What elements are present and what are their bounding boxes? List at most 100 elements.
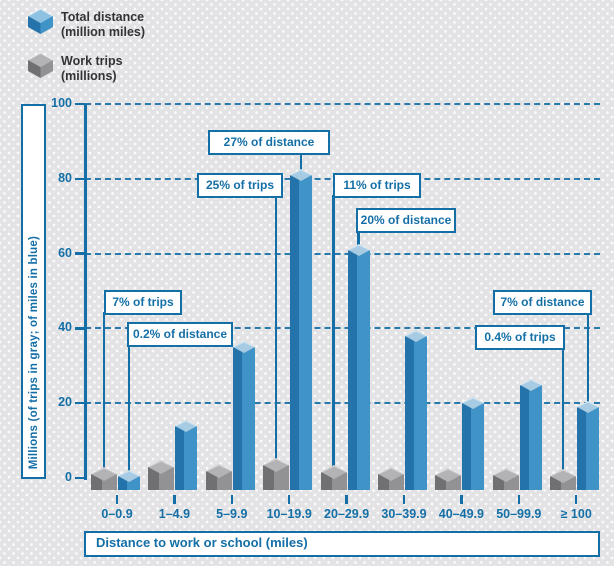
y-axis-tick (75, 401, 85, 405)
legend-item-total-distance: Total distance (million miles) (27, 8, 145, 40)
callout-connector (274, 195, 278, 465)
bar-work-trips-4 (320, 465, 347, 490)
bar-faces (405, 335, 427, 490)
x-axis-tick (230, 495, 234, 504)
bar-work-trips-7 (492, 468, 519, 490)
bar-cap (175, 419, 198, 432)
bar-cap (290, 169, 313, 182)
x-category-label: 50–99.9 (496, 507, 542, 521)
bar-total-distance-7 (519, 378, 542, 490)
bar-faces (519, 384, 542, 490)
y-tick-label: 100 (51, 96, 72, 110)
y-axis-tick (75, 252, 85, 255)
callout-connector (299, 152, 303, 176)
legend-label-work-trips: Work trips (millions) (61, 52, 123, 84)
callout-connector (561, 347, 565, 477)
y-gridline-100 (85, 103, 600, 105)
x-category-label: 20–29.9 (324, 507, 370, 521)
bar-cap (118, 469, 140, 482)
x-axis-tick (173, 495, 176, 504)
y-tick-label: 80 (58, 170, 72, 185)
callout-connector (332, 195, 335, 473)
callout-0-2-of-distance: 0.2% of distance (127, 322, 233, 347)
x-axis-title: Distance to work or school (miles) (96, 535, 308, 550)
x-axis-tick (287, 495, 291, 504)
bar-total-distance-4 (347, 243, 370, 490)
bar-faces (290, 175, 313, 490)
bar-work-trips-6 (435, 468, 462, 490)
y-axis-tick (75, 177, 85, 181)
bar-cap (205, 463, 232, 478)
bar-faces (462, 403, 485, 490)
bar-work-trips-3 (263, 457, 290, 490)
bar-work-trips-5 (378, 467, 404, 490)
bar-faces (492, 475, 519, 490)
bar-cap (405, 329, 427, 342)
bar-cap (263, 457, 290, 472)
y-tick-label: 0 (65, 470, 72, 484)
bar-faces (347, 249, 370, 490)
y-axis-tick (75, 102, 85, 106)
callout-connector (127, 344, 131, 476)
x-axis-title-box: Distance to work or school (miles) (84, 531, 600, 557)
total-distance-cube-icon (27, 8, 54, 34)
bar-faces (232, 347, 255, 490)
bar-cap (462, 397, 485, 410)
bar-work-trips-8 (550, 469, 577, 490)
bar-work-trips-0 (91, 467, 117, 490)
callout-20-of-distance: 20% of distance (356, 208, 456, 233)
callout-0-4-of-trips: 0.4% of trips (475, 325, 565, 350)
y-axis-tick (75, 327, 85, 330)
bar-cap (550, 469, 577, 484)
bar-faces (320, 472, 347, 490)
x-category-label: 40–49.9 (438, 507, 484, 521)
y-axis-title-box: Millions (of trips in gray; of miles in … (21, 104, 46, 479)
x-category-label: 0–0.9 (101, 507, 133, 521)
bar-cap (492, 468, 519, 482)
bar-cap (577, 400, 600, 413)
callout-connector (586, 312, 590, 407)
callout-27-of-distance: 27% of distance (208, 130, 330, 155)
bar-faces (91, 474, 117, 490)
x-category-label: 5–9.9 (216, 507, 248, 521)
legend-label-line: Total distance (61, 10, 145, 24)
callout-7-of-distance: 7% of distance (493, 290, 592, 315)
legend-item-work-trips: Work trips (millions) (27, 52, 145, 84)
bar-cap (519, 378, 542, 391)
legend: Total distance (million miles) Work trip… (27, 8, 145, 96)
x-axis-tick (345, 495, 348, 504)
x-axis-tick (460, 495, 463, 504)
x-axis-tick (115, 495, 119, 504)
bar-total-distance-0 (118, 469, 140, 490)
bar-total-distance-8 (577, 400, 600, 490)
x-category-label: ≥ 100 (560, 507, 592, 521)
bar-cap (435, 468, 462, 482)
bar-faces (148, 466, 175, 490)
bar-cap (347, 243, 370, 256)
bar-faces (205, 470, 232, 490)
callout-connector (357, 230, 360, 250)
legend-label-line: Work trips (61, 54, 123, 68)
bar-work-trips-1 (148, 459, 175, 490)
bar-total-distance-3 (290, 169, 313, 490)
y-tick-label: 20 (58, 395, 72, 410)
bar-total-distance-6 (462, 397, 485, 490)
bar-cap (91, 467, 117, 482)
x-category-label: 30–39.9 (381, 507, 427, 521)
bar-work-trips-2 (205, 463, 232, 490)
bar-faces (435, 475, 462, 490)
x-axis-tick (402, 495, 406, 504)
bar-total-distance-5 (405, 329, 427, 490)
callout-25-of-trips: 25% of trips (197, 173, 283, 198)
y-gridline-20 (85, 402, 600, 405)
y-gridline-40 (85, 327, 600, 330)
y-axis-tick (75, 476, 85, 480)
callout-connector (102, 312, 106, 475)
x-axis-tick (517, 495, 521, 504)
x-category-label: 1–4.9 (158, 507, 191, 521)
bar-faces (378, 474, 404, 490)
y-gridline-60 (85, 252, 600, 255)
x-category-label: 10–19.9 (266, 507, 312, 521)
